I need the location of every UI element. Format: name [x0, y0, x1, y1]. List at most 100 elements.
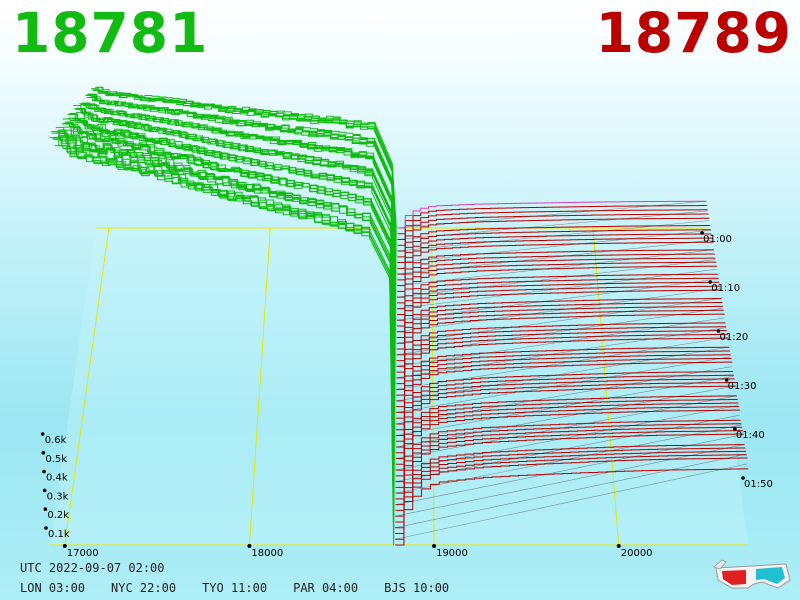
- ask-depth-line: [395, 433, 744, 511]
- ask-depth-line: [396, 350, 731, 408]
- ask-baseline: [395, 376, 734, 436]
- ask-depth-line: [395, 398, 738, 465]
- bid-depth-line: [78, 108, 396, 350]
- x-tick-label: 17000: [67, 548, 99, 559]
- ask-depth-line: [396, 277, 719, 321]
- ask-baseline: [397, 200, 707, 229]
- timezone-clock: TYO 11:00: [202, 581, 268, 595]
- z-tick-label: 01:10: [711, 283, 740, 294]
- ask-depth-line: [397, 225, 711, 258]
- ask-depth-line: [397, 249, 715, 287]
- bid-depth-line: [82, 102, 397, 321]
- 3d-glasses-icon[interactable]: [712, 558, 792, 594]
- timezone-clock: LON 03:00: [20, 581, 86, 595]
- z-tick-label: 01:40: [736, 430, 765, 441]
- x-tick-mark: [62, 544, 67, 548]
- timezone-clock: PAR 04:00: [293, 581, 359, 595]
- ask-baseline: [397, 210, 708, 240]
- ask-baseline: [396, 298, 722, 344]
- bid-depth-line: [54, 136, 395, 517]
- ask-baseline: [395, 424, 742, 494]
- bid-depth-line: [89, 93, 397, 275]
- ask-depth-line: [395, 468, 749, 546]
- ask-depth-line: [395, 406, 740, 477]
- ask-baseline: [397, 220, 710, 252]
- ask-baseline: [396, 356, 731, 413]
- bid-depth-line: [60, 136, 395, 471]
- bid-depth-line: [81, 102, 396, 326]
- ask-depth-line: [396, 326, 727, 379]
- ask-baseline: [395, 414, 740, 482]
- y-tick-mark: [43, 507, 48, 512]
- ask-depth-line: [396, 313, 725, 367]
- bid-depth-line: [55, 145, 395, 511]
- x-tick-mark: [616, 544, 621, 548]
- y-tick-mark: [44, 526, 48, 530]
- x-tick-label: 20000: [621, 548, 653, 559]
- ask-depth-line: [396, 265, 718, 310]
- ask-depth-line: [396, 346, 730, 402]
- z-tick-mark: [724, 378, 729, 382]
- ask-baseline: [397, 259, 716, 298]
- ask-depth-line: [397, 209, 709, 241]
- ask-depth-line: [396, 305, 724, 356]
- ask-depth-line: [395, 447, 746, 523]
- bid-depth-line: [96, 86, 397, 229]
- z-tick-label: 01:30: [728, 381, 757, 392]
- ask-baseline: [395, 385, 736, 448]
- ask-baseline: [397, 230, 711, 263]
- ask-depth-line: [396, 371, 734, 431]
- floor-plane: [50, 228, 748, 545]
- ask-depth-line: [395, 382, 736, 448]
- bid-depth-line: [90, 95, 397, 269]
- y-tick-label: 0.5k: [45, 454, 67, 465]
- ask-depth-line: [396, 357, 732, 419]
- ask-baseline: [395, 463, 748, 540]
- ask-baseline: [395, 453, 746, 529]
- bid-depth-line: [66, 123, 396, 430]
- y-tick-mark: [40, 432, 45, 436]
- ask-depth-line: [395, 426, 743, 500]
- ask-depth-line: [397, 241, 714, 281]
- y-tick-mark: [42, 488, 47, 493]
- ask-depth-line: [396, 281, 720, 327]
- ask-depth-line: [396, 289, 722, 339]
- ask-depth-line: [396, 337, 729, 396]
- bid-depth-line: [63, 122, 395, 453]
- grid-line-x: [431, 227, 435, 546]
- ask-depth-line: [397, 257, 716, 298]
- ask-depth-line: [396, 298, 722, 344]
- timezone-clocks: LON 03:00 NYC 22:00 TYO 11:00 PAR 04:00 BJS …: [20, 581, 475, 595]
- ask-baseline: [397, 239, 713, 275]
- ask-depth-line: [395, 450, 747, 529]
- z-tick-mark: [708, 280, 713, 284]
- depth-chart: 17000 18000 19000 20000 0.1k 0.2k 0.3k 0.4k 0.5k…: [40, 86, 773, 559]
- ask-depth-line: [396, 330, 728, 385]
- x-tick-mark: [247, 544, 252, 548]
- ask-depth-line: [395, 378, 735, 442]
- ask-depth-line: [397, 261, 717, 304]
- ask-baseline: [395, 405, 739, 471]
- ask-baseline: [396, 337, 728, 390]
- ask-depth-line: [395, 423, 742, 494]
- ask-baseline: [395, 395, 737, 459]
- bid-depth-line: [80, 104, 396, 332]
- ask-baseline: [395, 434, 743, 505]
- ask-baseline: [396, 317, 725, 367]
- utc-time: UTC 2022-09-07 02:00: [20, 561, 165, 575]
- z-tick-label: 01:00: [703, 234, 732, 245]
- z-tick-mark: [700, 231, 704, 235]
- ask-baseline: [396, 288, 720, 333]
- ask-depth-line: [395, 457, 748, 540]
- y-tick-label: 0.3k: [47, 491, 69, 502]
- ask-depth-line: [395, 419, 741, 488]
- grid-line-x: [64, 227, 110, 546]
- ask-depth-line: [397, 237, 713, 275]
- ask-baseline: [396, 268, 717, 309]
- ask-baseline: [395, 444, 745, 517]
- y-tick-label: 0.4k: [46, 473, 68, 484]
- ask-baseline: [396, 307, 723, 356]
- ask-depth-line: [396, 333, 728, 390]
- ask-depth-line: [396, 302, 723, 350]
- z-tick-mark: [733, 427, 737, 431]
